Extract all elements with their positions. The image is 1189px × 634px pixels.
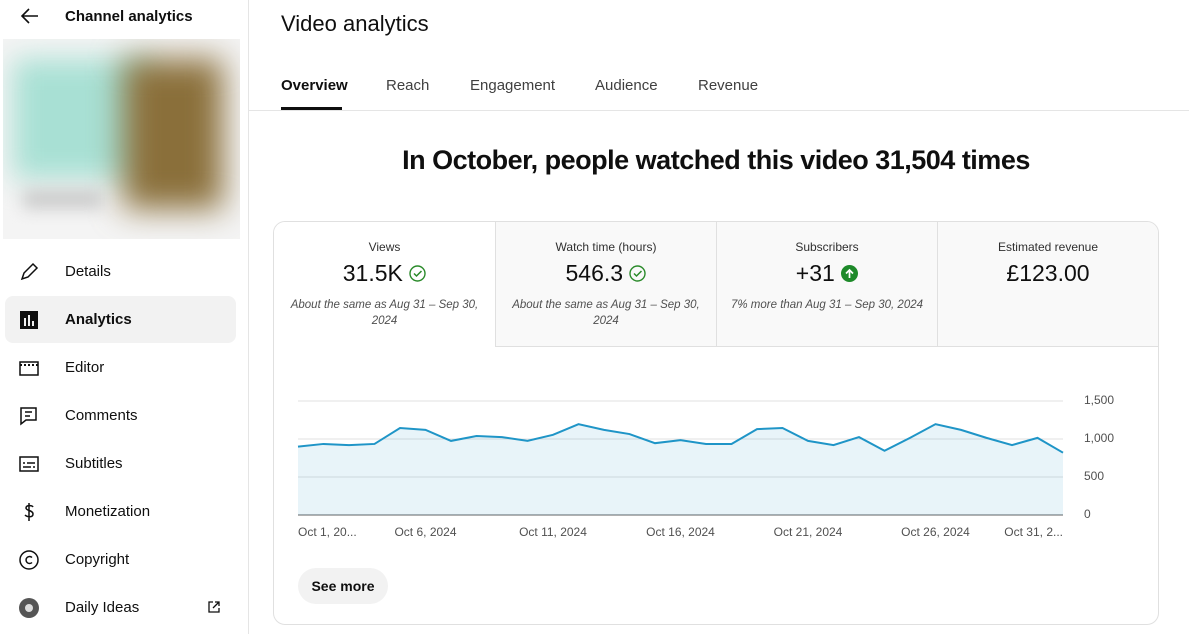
nav-details[interactable]: Details [5, 248, 236, 295]
tab-divider [249, 110, 1189, 111]
metric-note: 7% more than Aug 31 – Sep 30, 2024 [730, 299, 924, 311]
metric-label: Views [368, 240, 401, 254]
nav-editor[interactable]: Editor [5, 344, 236, 391]
sidebar-title: Channel analytics [65, 8, 193, 25]
external-link-icon [208, 601, 220, 613]
x-tick-label: Oct 1, 20... [298, 525, 357, 539]
nav-label: Subtitles [65, 455, 123, 472]
y-tick-label: 500 [1084, 469, 1104, 483]
line [297, 423, 1064, 454]
check-icon [409, 265, 426, 282]
metric-value-text: 546.3 [565, 260, 624, 286]
metric-label: Estimated revenue [997, 240, 1099, 254]
metric-value: £123.00 [1006, 260, 1090, 286]
metric-card[interactable]: Subscribers +31 7% more than Aug 31 – Se… [716, 222, 937, 347]
metric-label: Watch time (hours) [555, 240, 657, 254]
tab[interactable]: Overview [281, 77, 348, 94]
x-tick-label: Oct 16, 2024 [646, 525, 715, 539]
x-tick-label: Oct 21, 2024 [774, 525, 843, 539]
tab[interactable]: Reach [386, 77, 430, 94]
x-tick-label: Oct 6, 2024 [394, 525, 456, 539]
check-icon [629, 265, 647, 282]
metric-value: 546.3 [496, 260, 716, 287]
nav-comments[interactable]: Comments [5, 392, 236, 439]
tab[interactable]: Audience [595, 77, 658, 94]
nav-label: Editor [65, 359, 105, 376]
nav-label: Daily Ideas [65, 599, 140, 616]
metric-value-text: 31.5K [342, 260, 403, 286]
area [298, 424, 1063, 515]
nav-subtitles[interactable]: Subtitles [5, 440, 236, 487]
nav-analytics[interactable]: Analytics [5, 296, 236, 343]
headline: In October, people watched this video 31… [402, 145, 1030, 175]
nav-label: Details [65, 263, 111, 280]
back-button[interactable] [18, 5, 40, 27]
metric-value: 31.5K [274, 260, 495, 287]
chart: 0 500 1,000 1,500 Oct 1, 20... Oct 6, 2024 Oct… [297, 393, 1114, 539]
x-tick-label: Oct 11, 2024 [519, 525, 587, 539]
metric-card[interactable]: Estimated revenue £123.00 [937, 222, 1158, 347]
up-icon [841, 265, 859, 282]
nav-label: Analytics [65, 311, 132, 328]
metric-note: About the same as Aug 31 – Sep 30, 2024 [290, 299, 479, 327]
metric-label: Subscribers [795, 240, 859, 254]
metric-card[interactable]: Watch time (hours) 546.3 About the same … [495, 222, 716, 347]
nav-copyright[interactable]: Copyright [5, 536, 236, 583]
y-tick-label: 0 [1084, 507, 1091, 521]
metric-note: About the same as Aug 31 – Sep 30, 2024 [512, 299, 700, 327]
metric-card[interactable]: Views 31.5K About the same as Aug 31 – S… [274, 222, 495, 347]
tab[interactable]: Engagement [470, 77, 556, 94]
tab-indicator [281, 107, 342, 110]
x-tick-label: Oct 26, 2024 [901, 525, 970, 539]
see-more-button[interactable]: See more [298, 568, 388, 604]
sidebar: Channel analytics Details Analytics Edit… [0, 0, 249, 634]
nav-monetization[interactable]: Monetization [5, 488, 236, 535]
nav-label: Comments [65, 407, 138, 424]
y-tick-label: 1,500 [1084, 393, 1114, 407]
nav-label: Copyright [65, 551, 130, 568]
x-tick-label: Oct 31, 2... [1004, 525, 1063, 539]
metric-value: +31 [717, 260, 937, 287]
page-title: Video analytics [281, 11, 429, 36]
y-tick-label: 1,000 [1084, 431, 1114, 445]
metric-value-text: +31 [795, 260, 835, 286]
nav-label: Monetization [65, 503, 151, 520]
nav-daily-ideas[interactable]: Daily Ideas [5, 584, 236, 631]
tab[interactable]: Revenue [698, 77, 759, 94]
analytics-card: Views 31.5K About the same as Aug 31 – S… [273, 221, 1159, 625]
video-thumbnail[interactable] [3, 39, 240, 239]
